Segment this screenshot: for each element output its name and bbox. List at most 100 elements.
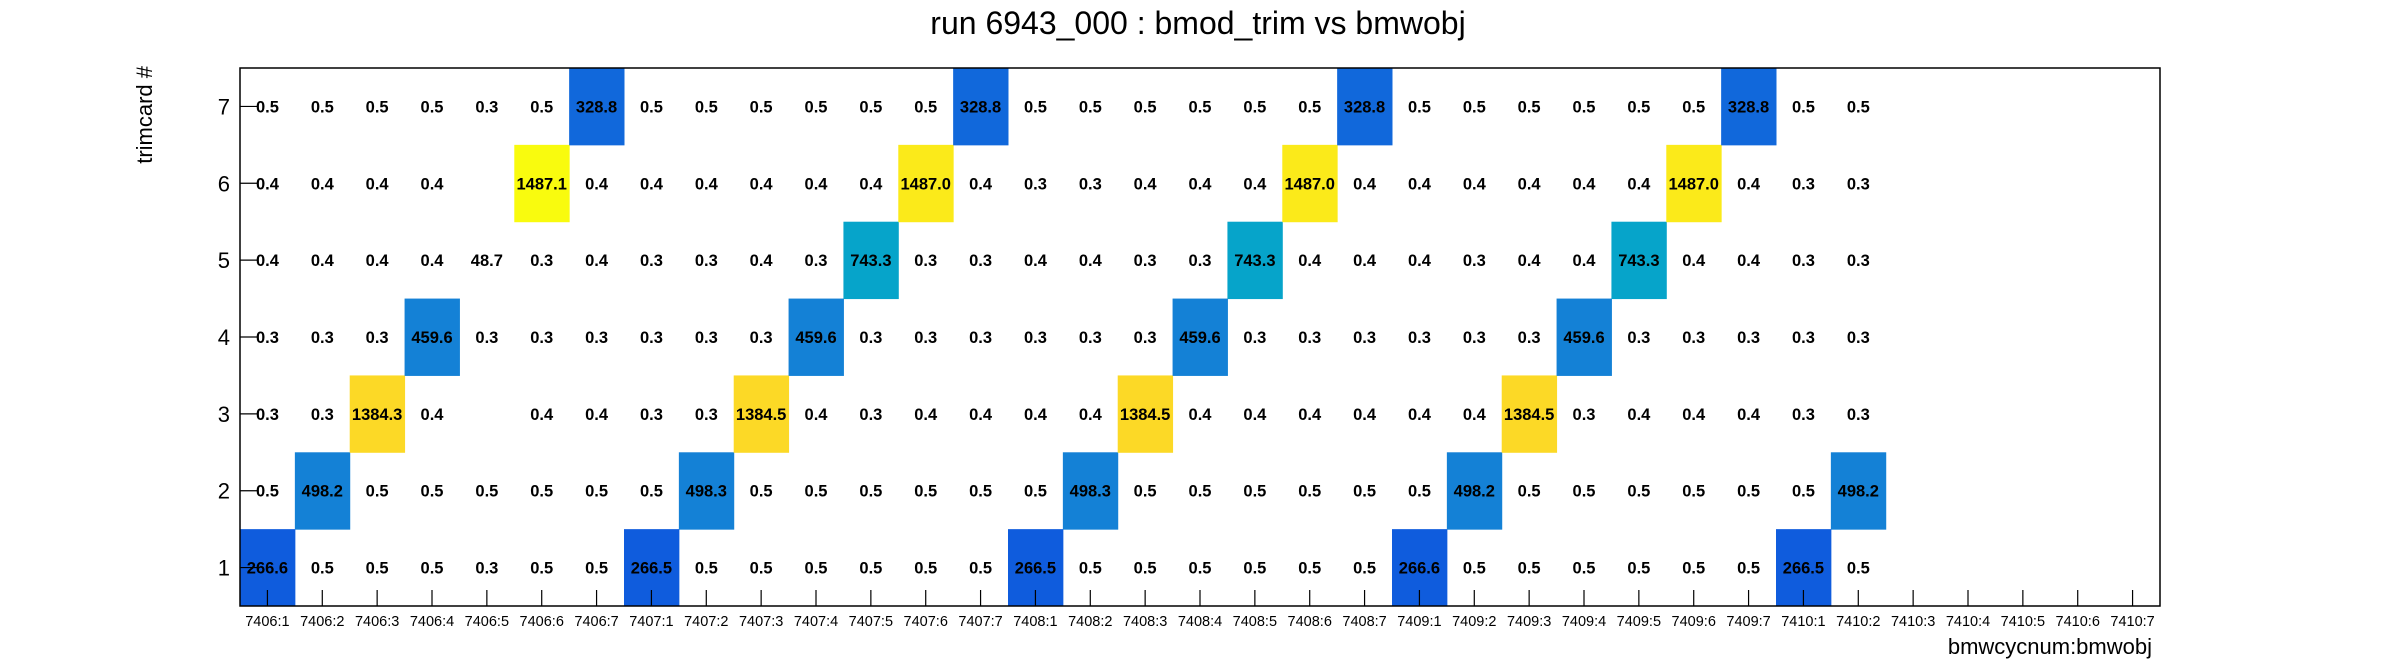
cell-value-label: 0.4 xyxy=(1189,406,1213,424)
cell-value-label: 498.3 xyxy=(1070,483,1111,501)
cell-value-label: 0.5 xyxy=(969,483,992,501)
heatmap-cell xyxy=(788,298,844,376)
cell-value-label: 0.3 xyxy=(1463,329,1486,347)
cell-value-label: 1384.5 xyxy=(1504,406,1554,424)
cell-value-label: 498.3 xyxy=(686,483,727,501)
cell-value-label: 0.5 xyxy=(1737,483,1760,501)
heatmap-cell xyxy=(514,144,570,223)
heatmap-cell xyxy=(953,68,1009,146)
cell-value-label: 0.5 xyxy=(805,560,828,578)
cell-value-label: 0.5 xyxy=(530,98,553,116)
cell-value-label: 0.4 xyxy=(695,175,719,193)
cell-value-label: 0.5 xyxy=(1024,483,1047,501)
cell-value-label: 0.5 xyxy=(805,98,828,116)
cell-value-label: 0.3 xyxy=(1353,329,1376,347)
x-tick-label: 7407:1 xyxy=(629,614,673,630)
heatmap-cell xyxy=(1446,452,1503,530)
x-tick-label: 7408:1 xyxy=(1013,614,1057,630)
cell-value-label: 0.3 xyxy=(695,329,718,347)
cell-value-label: 459.6 xyxy=(795,329,836,347)
cell-value-label: 328.8 xyxy=(1728,98,1769,116)
y-tick-label: 7 xyxy=(218,94,230,119)
cell-value-label: 0.5 xyxy=(1134,483,1157,501)
cell-value-label: 0.3 xyxy=(914,329,937,347)
cell-value-label: 266.6 xyxy=(1399,560,1440,578)
heatmap-cell xyxy=(733,375,790,453)
cell-value-label: 0.5 xyxy=(750,560,773,578)
x-tick-label: 7407:2 xyxy=(684,614,728,630)
cell-value-label: 0.5 xyxy=(750,483,773,501)
cell-value-label: 1487.1 xyxy=(516,175,566,193)
cell-value-label: 0.3 xyxy=(1792,329,1815,347)
cell-value-label: 0.4 xyxy=(1408,406,1432,424)
cell-value-label: 0.4 xyxy=(1737,252,1761,270)
cell-value-label: 1487.0 xyxy=(900,175,950,193)
cell-value-label: 0.4 xyxy=(530,406,554,424)
x-tick-label: 7406:4 xyxy=(410,614,454,630)
cell-value-label: 0.5 xyxy=(1298,98,1321,116)
cell-value-label: 0.5 xyxy=(1518,98,1541,116)
x-axis-title: bmwcycnum:bmwobj xyxy=(1948,634,2152,659)
cell-value-label: 0.3 xyxy=(1792,406,1815,424)
cell-value-label: 0.5 xyxy=(1573,98,1596,116)
cell-value-label: 0.3 xyxy=(1024,329,1047,347)
cell-value-label: 0.5 xyxy=(859,98,882,116)
cell-value-label: 0.3 xyxy=(914,252,937,270)
cell-value-label: 0.4 xyxy=(1627,406,1651,424)
cell-value-label: 0.5 xyxy=(1134,560,1157,578)
cell-value-label: 498.2 xyxy=(302,483,343,501)
cell-value-label: 0.3 xyxy=(750,329,773,347)
cell-value-label: 0.4 xyxy=(1079,252,1103,270)
cell-value-label: 0.3 xyxy=(1847,329,1870,347)
cell-value-label: 0.3 xyxy=(1243,329,1266,347)
cell-value-label: 0.5 xyxy=(640,483,663,501)
cell-value-label: 0.4 xyxy=(366,252,390,270)
cell-value-label: 0.3 xyxy=(695,252,718,270)
cell-value-label: 0.5 xyxy=(1792,98,1815,116)
heatmap-cell xyxy=(898,144,954,223)
cell-value-label: 0.5 xyxy=(1298,560,1321,578)
cell-value-label: 0.4 xyxy=(750,252,774,270)
cell-value-label: 0.5 xyxy=(256,98,279,116)
cell-value-label: 0.3 xyxy=(1463,252,1486,270)
cell-value-label: 0.5 xyxy=(1737,560,1760,578)
cell-value-label: 0.3 xyxy=(585,329,608,347)
cell-value-label: 0.5 xyxy=(750,98,773,116)
cell-value-label: 0.3 xyxy=(1079,329,1102,347)
cell-value-label: 0.3 xyxy=(1792,175,1815,193)
cell-value-label: 0.3 xyxy=(1792,252,1815,270)
cell-value-label: 0.4 xyxy=(1463,175,1487,193)
cell-value-label: 0.3 xyxy=(1189,252,1212,270)
cell-value-label: 0.3 xyxy=(640,329,663,347)
x-tick-label: 7410:6 xyxy=(2056,614,2100,630)
cell-value-label: 0.3 xyxy=(256,329,279,347)
cell-value-label: 1487.0 xyxy=(1284,175,1334,193)
x-tick-label: 7406:6 xyxy=(520,614,564,630)
cell-value-label: 0.4 xyxy=(1243,175,1267,193)
cell-value-label: 0.5 xyxy=(1682,560,1705,578)
cell-value-label: 0.3 xyxy=(1134,329,1157,347)
cell-value-label: 0.3 xyxy=(969,329,992,347)
cell-value-label: 0.3 xyxy=(475,329,498,347)
cell-value-label: 0.5 xyxy=(805,483,828,501)
x-tick-label: 7409:2 xyxy=(1452,614,1496,630)
heatmap-cell-labels: 266.6 0.5 0.5 0.5 0.3 0.5 0.5 266.5 0.5 0.5 0.5 0.5… xyxy=(247,98,1879,577)
cell-value-label: 0.4 xyxy=(859,175,883,193)
cell-value-label: 48.7 xyxy=(471,252,503,270)
cell-value-label: 0.4 xyxy=(256,252,280,270)
cell-value-label: 0.5 xyxy=(1627,483,1650,501)
heatmap-cell xyxy=(1227,221,1283,300)
cell-value-label: 0.4 xyxy=(1079,406,1103,424)
cell-value-label: 0.5 xyxy=(1573,483,1596,501)
x-tick-label: 7406:2 xyxy=(300,614,344,630)
cell-value-label: 0.3 xyxy=(640,252,663,270)
cell-value-label: 0.3 xyxy=(1079,175,1102,193)
heatmap-cell xyxy=(678,452,735,530)
heatmap-cell xyxy=(1830,452,1887,530)
heatmap-cell xyxy=(294,452,351,530)
x-tick-label: 7410:3 xyxy=(1891,614,1935,630)
cell-value-label: 0.4 xyxy=(1353,406,1377,424)
cell-value-label: 0.4 xyxy=(1189,175,1213,193)
x-tick-label: 7406:5 xyxy=(465,614,509,630)
